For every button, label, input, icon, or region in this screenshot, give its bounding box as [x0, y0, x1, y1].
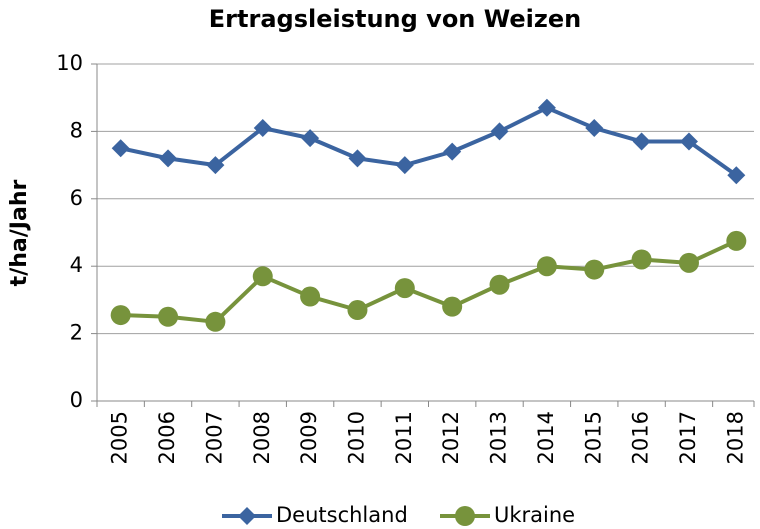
marker — [110, 305, 131, 326]
x-tick-label: 2006 — [155, 411, 179, 464]
y-axis-label: t/ha/Jahr — [7, 180, 32, 287]
x-tick-label: 2008 — [250, 411, 274, 464]
marker — [632, 132, 651, 151]
marker — [631, 249, 652, 270]
series-line — [120, 105, 738, 177]
y-tick-label: 2 — [70, 321, 83, 345]
marker — [442, 296, 463, 317]
marker — [158, 306, 179, 327]
marker — [252, 266, 273, 287]
legend-marker — [455, 506, 475, 526]
marker — [205, 311, 226, 332]
y-tick-label: 0 — [70, 388, 83, 412]
x-tick-label: 2009 — [297, 411, 321, 464]
y-tick-label: 6 — [70, 186, 83, 210]
y-tick-label: 10 — [56, 51, 83, 75]
legend-marker — [238, 507, 256, 525]
legend-label: Ukraine — [494, 503, 575, 527]
marker — [301, 129, 320, 148]
marker — [727, 166, 746, 185]
x-tick-label: 2015 — [581, 411, 605, 464]
marker — [300, 286, 321, 307]
marker — [678, 252, 699, 273]
marker — [348, 149, 367, 168]
marker — [584, 259, 605, 280]
marker — [443, 142, 462, 161]
x-tick-label: 2007 — [202, 411, 226, 464]
x-tick-label: 2012 — [439, 411, 463, 464]
chart-title: Ertragsleistung von Weizen — [209, 5, 581, 33]
marker — [253, 119, 272, 138]
marker — [536, 256, 557, 277]
marker — [111, 139, 130, 158]
x-tick-label: 2005 — [108, 411, 132, 464]
x-tick-label: 2011 — [392, 411, 416, 464]
marker — [206, 156, 225, 175]
marker — [489, 274, 510, 295]
marker — [395, 156, 414, 175]
legend-label: Deutschland — [276, 503, 408, 527]
marker — [347, 300, 368, 321]
marker — [679, 132, 698, 151]
x-tick-label: 2013 — [487, 411, 511, 464]
y-tick-label: 8 — [70, 118, 83, 142]
marker — [726, 230, 747, 251]
marker — [537, 98, 556, 117]
marker — [159, 149, 178, 168]
x-tick-label: 2014 — [534, 411, 558, 464]
y-tick-label: 4 — [70, 253, 83, 277]
marker — [490, 122, 509, 141]
marker — [585, 119, 604, 138]
x-tick-label: 2010 — [344, 411, 368, 464]
x-tick-label: 2016 — [629, 411, 653, 464]
x-tick-label: 2018 — [723, 411, 747, 464]
marker — [394, 278, 415, 299]
x-tick-label: 2017 — [676, 411, 700, 464]
